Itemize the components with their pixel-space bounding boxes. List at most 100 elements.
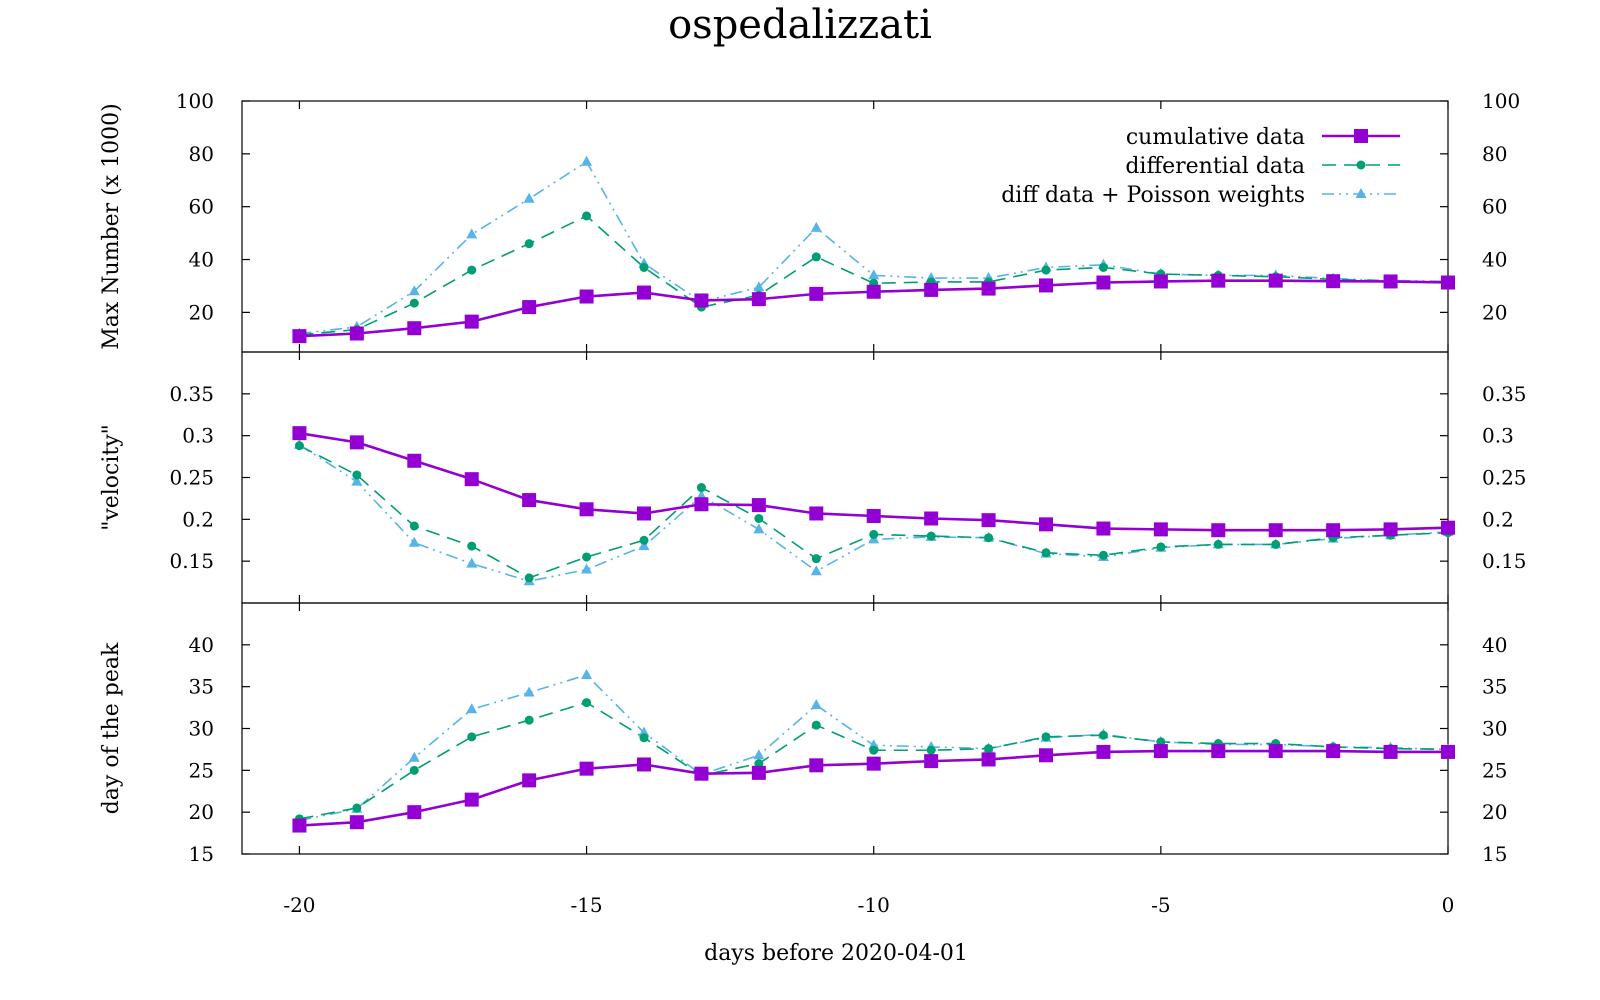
data-point-circle xyxy=(926,745,936,755)
y-tick-label-right: 20 xyxy=(1482,800,1507,824)
y-tick-label-right: 30 xyxy=(1482,717,1507,741)
data-point-circle xyxy=(582,698,592,708)
data-point-circle xyxy=(1041,265,1051,275)
data-point-circle xyxy=(352,470,362,480)
y-tick-label-left: 20 xyxy=(189,300,214,324)
y-tick-label-right: 100 xyxy=(1482,89,1520,113)
data-point-square xyxy=(407,453,422,468)
x-tick-label: -15 xyxy=(570,893,602,917)
data-point-square xyxy=(637,506,651,521)
x-tick-label: 0 xyxy=(1442,893,1455,917)
data-point-square xyxy=(407,321,422,336)
data-point-square xyxy=(1383,274,1398,289)
panel-2: 0.15 0.15 0.2 0.2 0.25 0.25 0.3 0.3 0.35 0.35 "vel… xyxy=(99,351,1527,604)
y-tick-label-left: 100 xyxy=(176,89,214,113)
data-point-square xyxy=(464,792,479,807)
data-point-circle xyxy=(1041,732,1051,742)
data-point-triangle xyxy=(868,269,880,280)
data-point-square xyxy=(579,289,594,304)
data-point-circle xyxy=(409,765,419,775)
data-point-circle xyxy=(352,803,362,813)
data-point-circle xyxy=(294,441,304,451)
data-point-circle xyxy=(926,531,936,541)
data-point-square xyxy=(694,497,709,512)
data-point-circle xyxy=(1213,539,1223,549)
data-point-circle xyxy=(811,252,821,262)
data-point-square xyxy=(751,765,766,780)
data-point-square xyxy=(751,498,766,513)
y-tick-label-left: 0.3 xyxy=(182,424,214,448)
data-point-circle xyxy=(524,715,534,725)
data-point-square xyxy=(522,773,537,788)
data-point-square xyxy=(292,329,307,344)
data-point-circle xyxy=(811,554,821,564)
y-tick-label-left: 0.15 xyxy=(169,549,214,573)
y-tick-label-left: 0.2 xyxy=(182,507,214,531)
data-point-square xyxy=(1096,521,1111,536)
data-point-square xyxy=(292,818,307,833)
data-point-triangle xyxy=(523,686,535,697)
data-point-square xyxy=(1153,744,1168,759)
data-point-triangle xyxy=(810,699,822,710)
data-point-square xyxy=(464,472,479,487)
y-tick-label-left: 35 xyxy=(189,675,214,699)
x-tick-label: -20 xyxy=(283,893,315,917)
y-tick-label-right: 0.25 xyxy=(1482,466,1527,490)
data-point-square xyxy=(1153,522,1168,537)
data-point-circle xyxy=(582,211,592,221)
data-point-square xyxy=(1441,520,1455,535)
data-point-triangle xyxy=(810,221,822,232)
data-point-square xyxy=(981,281,996,296)
data-point-square xyxy=(924,511,939,526)
x-axis-label: days before 2020-04-01 xyxy=(704,941,968,966)
data-point-square xyxy=(1096,744,1111,759)
data-point-circle xyxy=(1271,539,1281,549)
data-point-circle xyxy=(1041,548,1051,558)
y-tick-label-left: 20 xyxy=(189,800,214,824)
data-point-square xyxy=(349,326,364,341)
data-point-square xyxy=(1383,744,1398,759)
y-tick-label-right: 0.2 xyxy=(1482,507,1514,531)
data-point-square xyxy=(1383,522,1398,537)
data-point-circle xyxy=(639,262,649,272)
data-point-square xyxy=(1354,129,1368,143)
legend-label: differential data xyxy=(1125,154,1305,179)
data-point-square xyxy=(809,758,824,773)
data-point-triangle xyxy=(581,563,593,574)
data-point-circle xyxy=(467,541,477,551)
data-point-circle xyxy=(984,744,994,754)
y-tick-label-right: 40 xyxy=(1482,633,1507,657)
data-point-square xyxy=(1211,273,1226,288)
data-point-square xyxy=(751,292,766,307)
y-tick-label-left: 40 xyxy=(189,633,214,657)
y-tick-label-right: 25 xyxy=(1482,758,1507,782)
data-point-circle xyxy=(1098,730,1108,740)
data-point-square xyxy=(1326,523,1341,538)
plot-frame xyxy=(241,351,1449,604)
panel-1: 20 20 40 40 60 60 80 80 100 100 Max Number (x 1000… xyxy=(99,89,1520,353)
chart-title: ospedalizzati xyxy=(668,2,932,48)
data-point-square xyxy=(924,754,939,769)
y-tick-label-right: 35 xyxy=(1482,675,1507,699)
data-point-circle xyxy=(524,239,534,249)
data-point-square xyxy=(809,506,824,521)
data-point-triangle xyxy=(466,228,478,239)
data-point-circle xyxy=(811,720,821,730)
data-point-circle xyxy=(409,298,419,308)
data-point-square xyxy=(637,757,651,772)
data-point-circle xyxy=(467,265,477,275)
data-point-circle xyxy=(524,573,534,583)
data-point-square xyxy=(694,293,709,308)
data-point-circle xyxy=(1098,262,1108,272)
data-point-square xyxy=(1268,523,1283,538)
y-tick-label-left: 15 xyxy=(189,842,214,866)
y-tick-label-right: 40 xyxy=(1482,248,1507,272)
y-tick-label-left: 40 xyxy=(189,248,214,272)
data-point-square xyxy=(349,815,364,830)
legend-label: cumulative data xyxy=(1126,125,1305,150)
data-point-square xyxy=(522,300,537,315)
legend-label: diff data + Poisson weights xyxy=(1001,183,1305,208)
data-point-square xyxy=(1326,274,1341,289)
data-point-square xyxy=(579,502,594,517)
data-point-circle xyxy=(639,535,649,545)
